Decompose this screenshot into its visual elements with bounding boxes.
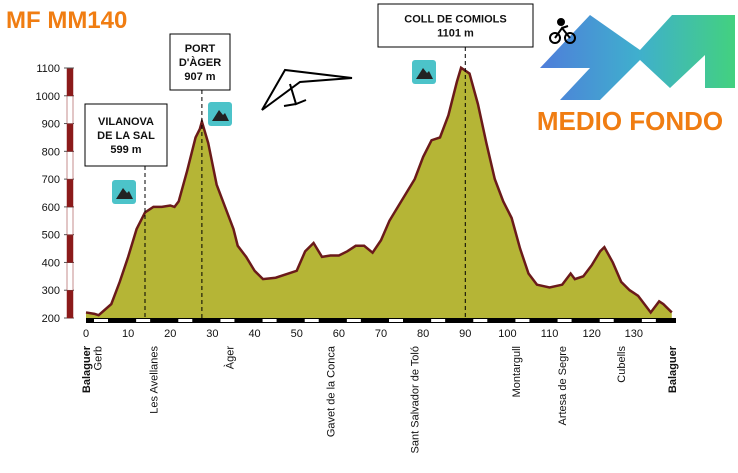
profile-line (85, 65, 673, 317)
x-axis-gap (557, 319, 572, 322)
x-tick-label: 10 (122, 328, 134, 340)
bike-icon (549, 18, 576, 44)
y-axis-band (66, 123, 74, 152)
x-tick-label: 90 (459, 328, 471, 340)
area-fill (86, 67, 672, 318)
place-label: Gerb (92, 346, 104, 370)
y-axis-band (66, 151, 74, 180)
x-tick-label: 30 (206, 328, 218, 340)
place-label: Les Avellanes (148, 346, 160, 414)
annotation-label: D'ÀGER (179, 56, 221, 69)
mountain-icon-shape (212, 110, 229, 121)
y-tick-label: 500 (42, 230, 60, 242)
x-tick-label: 60 (333, 328, 345, 340)
mountain-icon-shape (416, 68, 433, 79)
place-label: Balaguer (667, 345, 679, 393)
x-tick-label: 20 (164, 328, 176, 340)
x-tick-label: 50 (291, 328, 303, 340)
x-axis-gap (220, 319, 235, 322)
y-axis-band (66, 178, 74, 208)
x-tick-label: 110 (541, 328, 559, 340)
x-tick-label: 40 (248, 328, 260, 340)
y-tick-label: 1000 (36, 91, 60, 103)
y-axis-band (66, 67, 74, 97)
hang-glider (261, 68, 353, 111)
annotation-value: 599 m (110, 144, 141, 156)
y-axis-band (66, 262, 74, 291)
x-axis-gap (262, 319, 277, 322)
y-tick-label: 600 (42, 202, 60, 214)
place-label: Àger (223, 346, 236, 370)
y-axis-band (66, 289, 74, 319)
x-axis-gap (178, 319, 193, 322)
logo (540, 15, 735, 100)
place-label: Artesa de Segre (557, 346, 569, 426)
place-label: Cubells (616, 346, 628, 383)
x-axis-gap (473, 319, 488, 322)
x-axis-band (86, 318, 676, 323)
annotation-box (169, 33, 231, 91)
place-label: Montargull (511, 346, 523, 397)
mountain-icon-shape (116, 188, 133, 199)
place-label: Sant Salvador de Toló (410, 346, 422, 453)
y-axis-band (66, 206, 74, 235)
y-axis-band (66, 234, 74, 263)
logo-text: MEDIO FONDO (537, 106, 723, 136)
place-label: Gavet de la Conca (325, 345, 337, 437)
x-axis-gap (515, 319, 530, 322)
x-tick-label: 130 (625, 328, 643, 340)
x-tick-label: 80 (417, 328, 429, 340)
y-tick-label: 700 (42, 174, 60, 186)
x-axis-gap (346, 319, 361, 322)
y-tick-label: 900 (42, 119, 60, 131)
y-tick-label: 1100 (36, 63, 60, 75)
annotation-value: 907 m (184, 71, 215, 83)
x-tick-label: 0 (83, 328, 89, 340)
place-label: Balaguer (81, 345, 93, 393)
x-axis-gap (304, 319, 319, 322)
y-tick-label: 300 (42, 285, 60, 297)
y-tick-label: 400 (42, 257, 60, 269)
annotation-box (377, 3, 534, 48)
annotation-label: PORT (185, 43, 216, 55)
x-tick-label: 120 (583, 328, 601, 340)
chart-title: MF MM140 (6, 7, 127, 34)
x-axis-gap (641, 319, 656, 322)
x-tick-label: 100 (498, 328, 516, 340)
annotation-value: 1101 m (437, 28, 474, 40)
x-axis-gap (431, 319, 446, 322)
annotation-label: VILANOVA (98, 116, 154, 128)
y-tick-label: 800 (42, 146, 60, 158)
y-axis-band (66, 95, 74, 124)
y-tick-label: 200 (42, 313, 60, 325)
x-axis-gap (599, 319, 614, 322)
x-tick-label: 70 (375, 328, 387, 340)
x-axis-gap (389, 319, 403, 322)
x-axis-gap (136, 319, 151, 322)
annotation-box (84, 103, 168, 167)
annotation-label: DE LA SAL (97, 130, 155, 142)
annotation-label: COLL DE COMIOLS (404, 14, 506, 26)
x-axis-gap (94, 319, 108, 322)
